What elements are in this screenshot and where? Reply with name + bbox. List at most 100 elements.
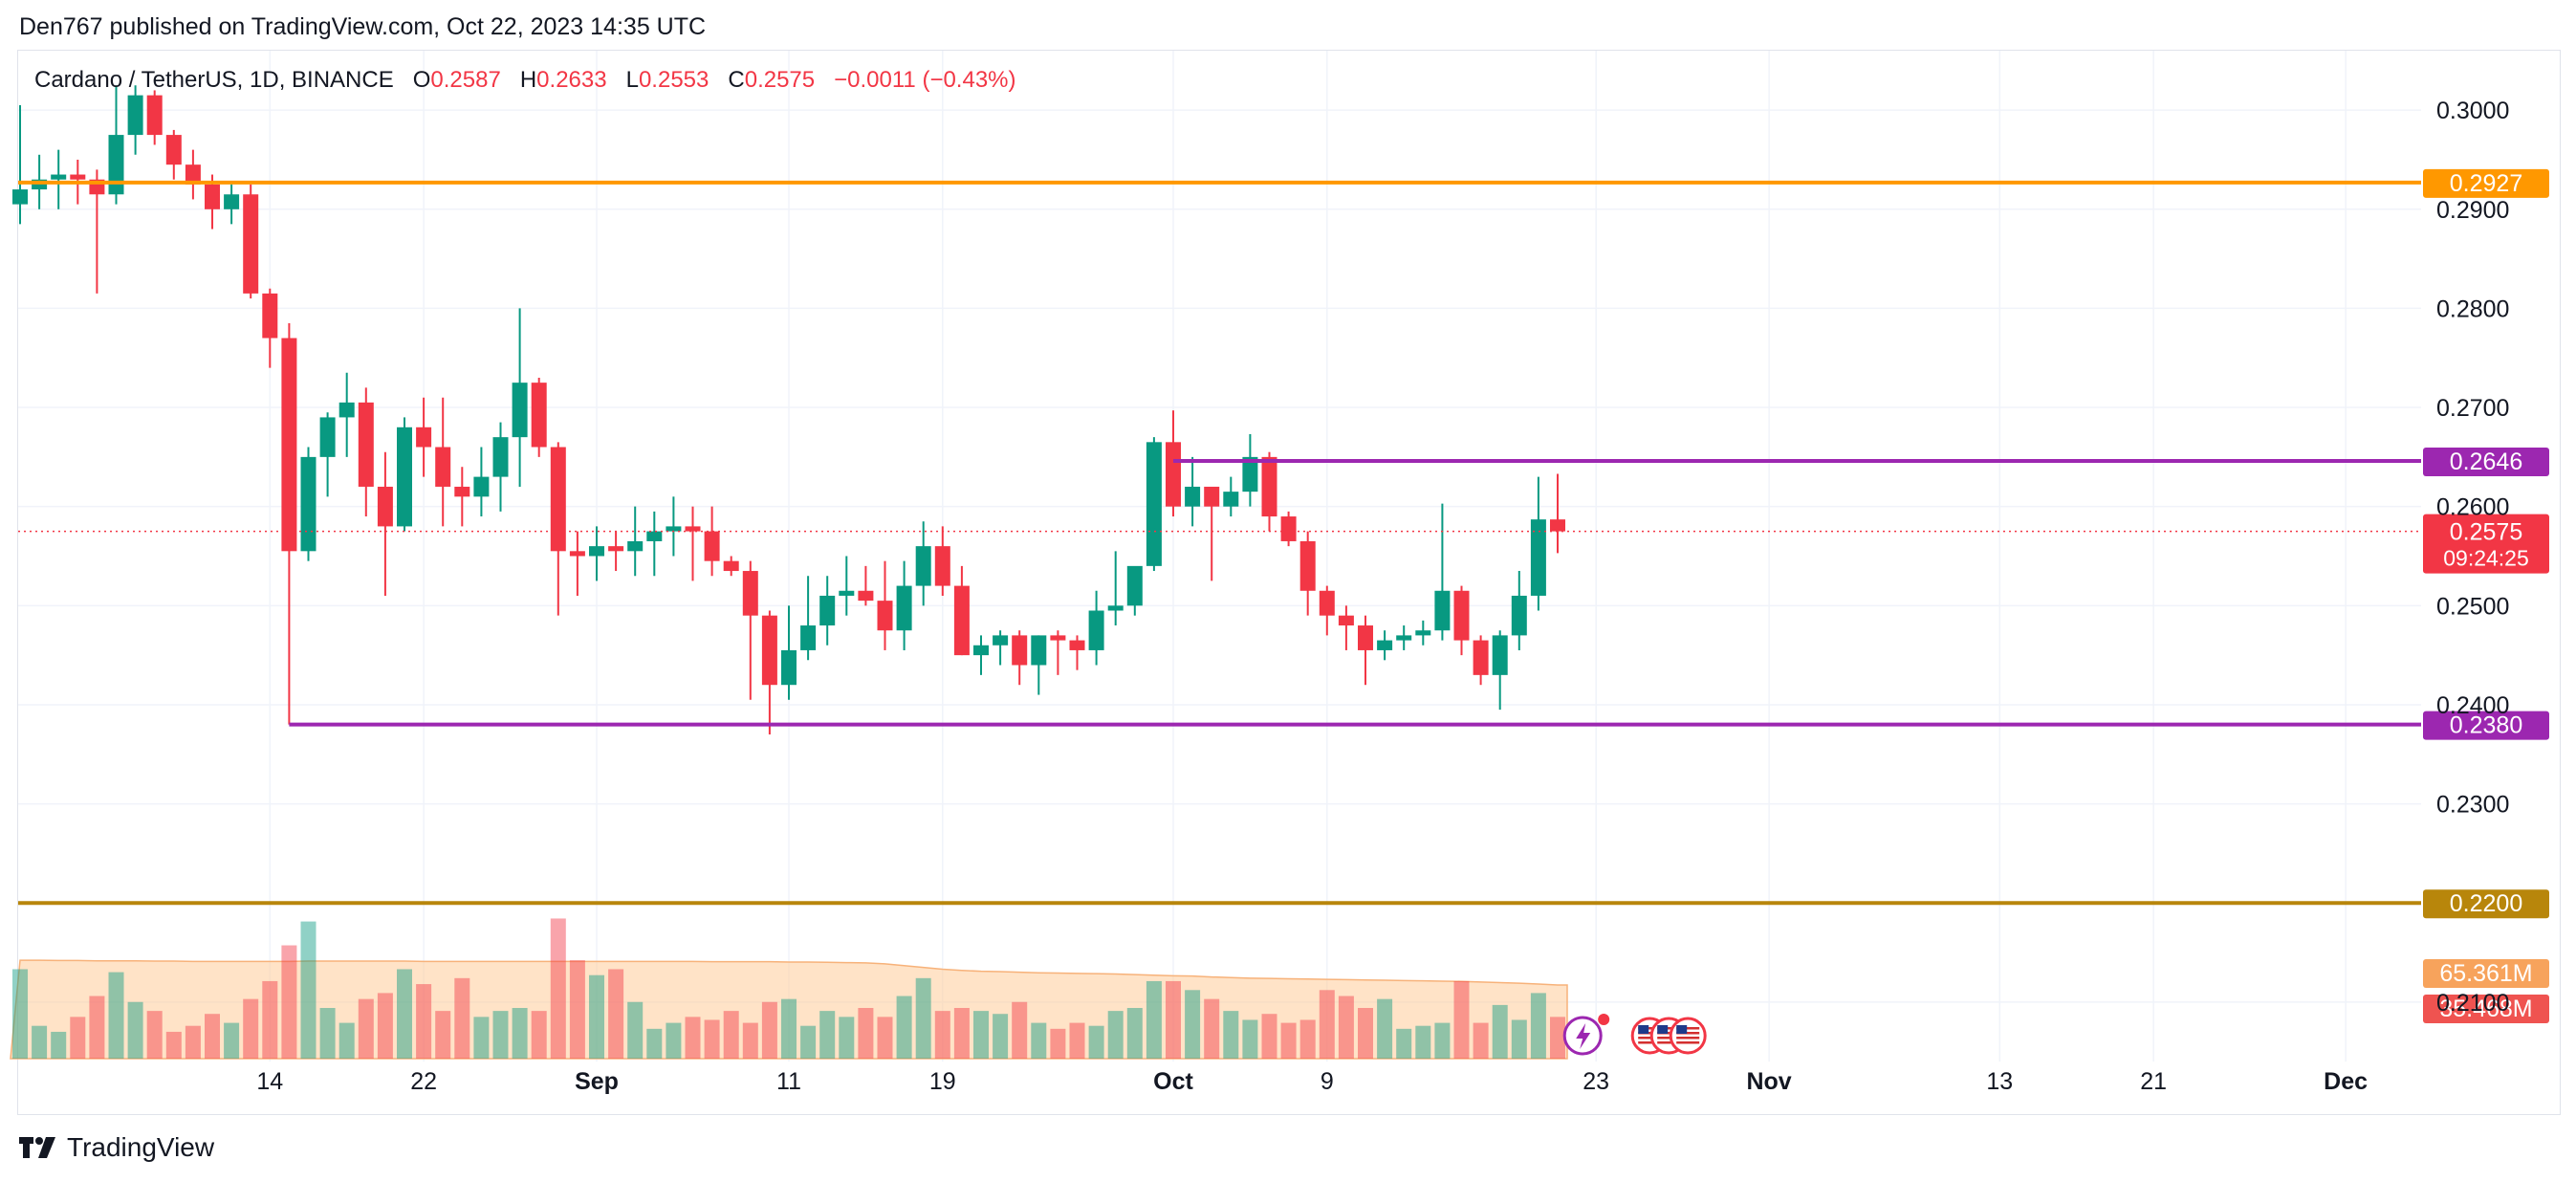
flag-stripe xyxy=(1657,1037,1681,1040)
candle-body xyxy=(397,427,412,527)
volume-bar xyxy=(877,1017,893,1059)
volume-bar xyxy=(742,1022,758,1059)
candle-body xyxy=(1473,640,1489,675)
volume-bar xyxy=(589,974,604,1059)
countdown-label: 09:24:25 xyxy=(2443,546,2529,571)
volume-badge-label: 35.468M xyxy=(2439,996,2532,1022)
symbol-legend: Cardano / TetherUS, 1D, BINANCE O0.2587 … xyxy=(34,67,1016,94)
x-tick-label: 23 xyxy=(1583,1068,1609,1095)
legend-change: −0.0011 (−0.43%) xyxy=(834,67,1016,93)
volume-bar xyxy=(338,1022,355,1059)
x-tick-label: 19 xyxy=(929,1068,956,1095)
price-badge-label: 0.2646 xyxy=(2450,449,2522,475)
legend-open-label: O xyxy=(412,67,431,93)
brand-name: TradingView xyxy=(67,1132,215,1162)
volume-bar xyxy=(70,1017,86,1059)
x-tick-label: Sep xyxy=(575,1068,619,1095)
volume-bar xyxy=(704,1019,720,1059)
volume-bar xyxy=(896,996,912,1059)
candle-body xyxy=(800,625,817,650)
volume-bar xyxy=(953,1008,970,1059)
axis-layer: 0.3000 0.2900 0.2800 0.2700 0.2600 0.2500 0.24… xyxy=(256,98,2509,1095)
volume-badge-label: 65.361M xyxy=(2439,960,2532,987)
flag-canton xyxy=(1676,1025,1688,1034)
flag-stripe xyxy=(1657,1027,1681,1030)
volume-bar xyxy=(185,1025,201,1059)
volume-bar xyxy=(569,960,585,1059)
volume-layer xyxy=(10,918,1568,1060)
flag-stripe xyxy=(1676,1027,1700,1030)
x-tick-label: Oct xyxy=(1153,1068,1193,1095)
candle-body xyxy=(12,189,28,205)
volume-bar xyxy=(1166,980,1181,1059)
volume-bar xyxy=(1377,998,1393,1059)
candle-body xyxy=(1146,442,1162,566)
flag-stripe xyxy=(1676,1032,1700,1035)
volume-bar xyxy=(1146,980,1162,1059)
legend-open-value: 0.2587 xyxy=(430,67,501,93)
us-flag-icon xyxy=(1669,1017,1707,1055)
x-tick-label: 11 xyxy=(776,1068,801,1095)
tradingview-brand[interactable]: TradingView xyxy=(19,1132,214,1163)
volume-bar xyxy=(761,1001,777,1059)
candle-body xyxy=(1069,640,1085,650)
candle-body xyxy=(1185,486,1201,507)
volume-bar xyxy=(1069,1022,1085,1059)
volume-bar xyxy=(300,921,317,1059)
flag-stripe xyxy=(1638,1037,1662,1040)
volume-bar xyxy=(397,969,412,1059)
candle-body xyxy=(934,546,950,586)
volume-bar xyxy=(108,972,124,1059)
candle-body xyxy=(319,417,336,457)
candle-body xyxy=(281,338,297,552)
volume-bar xyxy=(685,1017,701,1059)
volume-bar xyxy=(1415,1025,1431,1059)
price-badge xyxy=(2423,889,2549,919)
volume-bar xyxy=(1261,1014,1277,1059)
flag-canton xyxy=(1657,1025,1669,1034)
candle-body xyxy=(993,635,1009,646)
candle-body xyxy=(1261,456,1277,517)
volume-bar xyxy=(281,945,297,1059)
volume-bar xyxy=(858,1008,874,1059)
x-tick-label: 22 xyxy=(410,1068,437,1095)
candle-body xyxy=(742,571,758,616)
x-tick-label: 21 xyxy=(2140,1068,2167,1095)
candle-body xyxy=(1204,486,1220,507)
candle-body xyxy=(1319,590,1335,616)
volume-bar xyxy=(1473,1022,1489,1059)
candle-body xyxy=(377,486,393,527)
candle-body xyxy=(1530,519,1546,596)
flag-stripe xyxy=(1657,1041,1681,1044)
volume-bar xyxy=(993,1014,1009,1059)
legend-high-value: 0.2633 xyxy=(536,67,607,93)
legend-close-value: 0.2575 xyxy=(744,67,816,93)
volume-badge xyxy=(2423,959,2549,988)
candle-body xyxy=(1358,625,1373,650)
flag-canton xyxy=(1638,1025,1649,1034)
y-tick-label: 0.2700 xyxy=(2436,395,2509,422)
candle-body xyxy=(915,546,931,586)
chart-frame xyxy=(17,50,2561,1115)
price-badge-label: 0.2380 xyxy=(2450,712,2522,739)
volume-bar xyxy=(666,1022,682,1059)
event-dot xyxy=(1598,1014,1610,1025)
volume-bar xyxy=(243,998,259,1059)
flag-stripe xyxy=(1676,1041,1700,1044)
lightning-icon xyxy=(1576,1023,1591,1049)
candle-body xyxy=(646,531,663,541)
candle-body xyxy=(492,437,509,477)
candle-body xyxy=(262,293,278,339)
volume-bar xyxy=(358,998,374,1059)
volume-bar xyxy=(627,1001,644,1059)
volume-bar xyxy=(608,969,624,1059)
volume-bar xyxy=(205,1014,220,1059)
legend-title: Cardano / TetherUS, 1D, BINANCE xyxy=(34,67,394,93)
volume-bar xyxy=(473,1017,490,1059)
volume-bar xyxy=(1126,1008,1143,1059)
volume-bar xyxy=(1031,1022,1047,1059)
candle-body xyxy=(858,590,874,602)
y-tick-label: 0.2600 xyxy=(2436,494,2509,521)
price-badge xyxy=(2423,448,2549,477)
